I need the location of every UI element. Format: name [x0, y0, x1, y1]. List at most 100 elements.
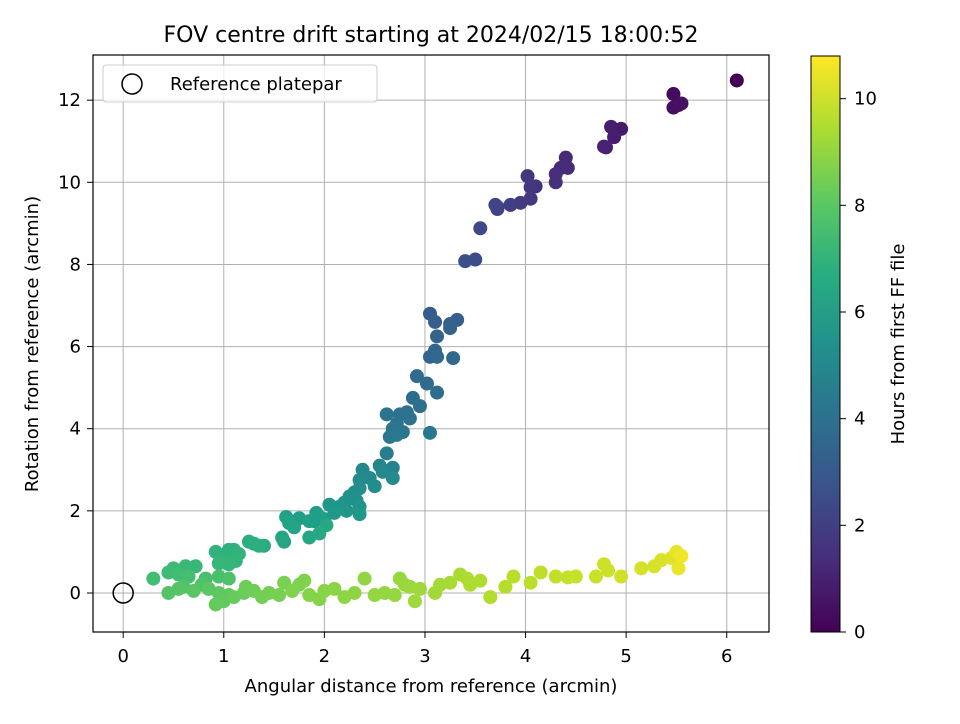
- data-point: [473, 573, 488, 588]
- data-point: [458, 254, 473, 269]
- data-point: [533, 565, 548, 580]
- plot-frame: [92, 54, 770, 633]
- data-point: [412, 581, 427, 596]
- data-point: [171, 581, 186, 596]
- data-point: [379, 446, 394, 461]
- colorbar-tick-label: 4: [854, 409, 865, 430]
- y-tick-label: 2: [70, 501, 81, 522]
- data-point: [597, 139, 612, 154]
- data-point: [488, 197, 503, 212]
- data-point: [146, 571, 161, 586]
- colorbar-gradient: [810, 55, 841, 633]
- data-point: [319, 518, 334, 533]
- data-point: [446, 351, 461, 366]
- data-point: [674, 96, 689, 111]
- data-point: [272, 588, 287, 603]
- data-point: [221, 557, 236, 572]
- data-point: [428, 314, 443, 329]
- data-point: [409, 369, 424, 384]
- data-point: [523, 575, 538, 590]
- data-point: [387, 588, 402, 603]
- x-tick-label: 1: [218, 646, 229, 667]
- data-point: [367, 479, 382, 494]
- data-point: [379, 407, 394, 422]
- x-tick-label: 5: [620, 646, 631, 667]
- legend: Reference platepar: [102, 64, 378, 103]
- x-axis-ticks: 0 1 2 3 4 5 6: [117, 632, 732, 667]
- legend-box: [102, 64, 378, 103]
- data-point: [604, 119, 619, 134]
- y-axis-ticks: 0 2 4 6 8 10 12: [58, 90, 93, 604]
- data-point: [671, 561, 686, 576]
- data-point: [506, 569, 521, 584]
- data-point: [443, 321, 458, 336]
- data-point: [188, 559, 203, 574]
- colorbar-tick-label: 2: [854, 515, 865, 536]
- data-point: [287, 520, 302, 535]
- y-tick-label: 4: [70, 419, 81, 440]
- data-point: [375, 464, 390, 479]
- data-point: [483, 590, 498, 605]
- data-point: [208, 597, 223, 612]
- data-point: [588, 569, 603, 584]
- data-point: [548, 175, 563, 190]
- colorbar-ticks: 0 2 4 6 8 10: [840, 89, 877, 643]
- data-point: [568, 569, 583, 584]
- data-point: [548, 569, 563, 584]
- data-point: [327, 505, 342, 520]
- legend-label: Reference platepar: [170, 74, 342, 95]
- legend-marker-icon: [121, 73, 143, 95]
- data-point: [419, 376, 434, 391]
- reference-point: [112, 582, 134, 604]
- data-point: [430, 329, 445, 344]
- data-point: [357, 571, 372, 586]
- data-point: [221, 571, 236, 586]
- y-axis-label: Rotation from reference (arcmin): [22, 196, 43, 492]
- data-point: [729, 73, 744, 88]
- data-point: [430, 349, 445, 364]
- data-point: [407, 594, 422, 609]
- colorbar-label: Hours from first FF file: [888, 244, 909, 445]
- x-tick-label: 3: [419, 646, 430, 667]
- y-tick-label: 0: [70, 583, 81, 604]
- data-point: [297, 573, 312, 588]
- data-point: [523, 180, 538, 195]
- data-point: [339, 503, 354, 518]
- data-point: [285, 583, 300, 598]
- data-point: [302, 514, 317, 529]
- data-point: [422, 425, 437, 440]
- data-point: [347, 585, 362, 600]
- data-point: [402, 411, 417, 426]
- data-point: [634, 561, 649, 576]
- data-point: [443, 575, 458, 590]
- x-axis-label: Angular distance from reference (arcmin): [245, 676, 618, 697]
- data-point: [327, 581, 342, 596]
- data-point: [601, 563, 616, 578]
- reference-marker: [112, 582, 134, 604]
- data-point: [352, 507, 367, 522]
- colorbar-tick-label: 6: [854, 302, 865, 323]
- x-tick-label: 6: [721, 646, 732, 667]
- y-tick-label: 10: [58, 172, 81, 193]
- data-points: [146, 73, 744, 612]
- data-point: [614, 569, 629, 584]
- grid: [93, 55, 769, 632]
- data-point: [186, 583, 201, 598]
- data-point: [473, 221, 488, 236]
- colorbar-tick-label: 0: [854, 622, 865, 643]
- data-point: [503, 197, 518, 212]
- data-point: [430, 385, 445, 400]
- colorbar: 0 2 4 6 8 10 Hours from first FF file: [810, 55, 909, 643]
- y-tick-label: 6: [70, 337, 81, 358]
- x-tick-label: 0: [117, 646, 128, 667]
- y-tick-label: 8: [70, 254, 81, 275]
- data-point: [666, 87, 681, 102]
- data-point: [520, 169, 535, 184]
- y-tick-label: 12: [58, 90, 81, 111]
- data-point: [211, 556, 226, 571]
- chart-title: FOV centre drift starting at 2024/02/15 …: [164, 23, 699, 48]
- x-tick-label: 4: [520, 646, 531, 667]
- x-tick-label: 2: [319, 646, 330, 667]
- data-point: [412, 399, 427, 414]
